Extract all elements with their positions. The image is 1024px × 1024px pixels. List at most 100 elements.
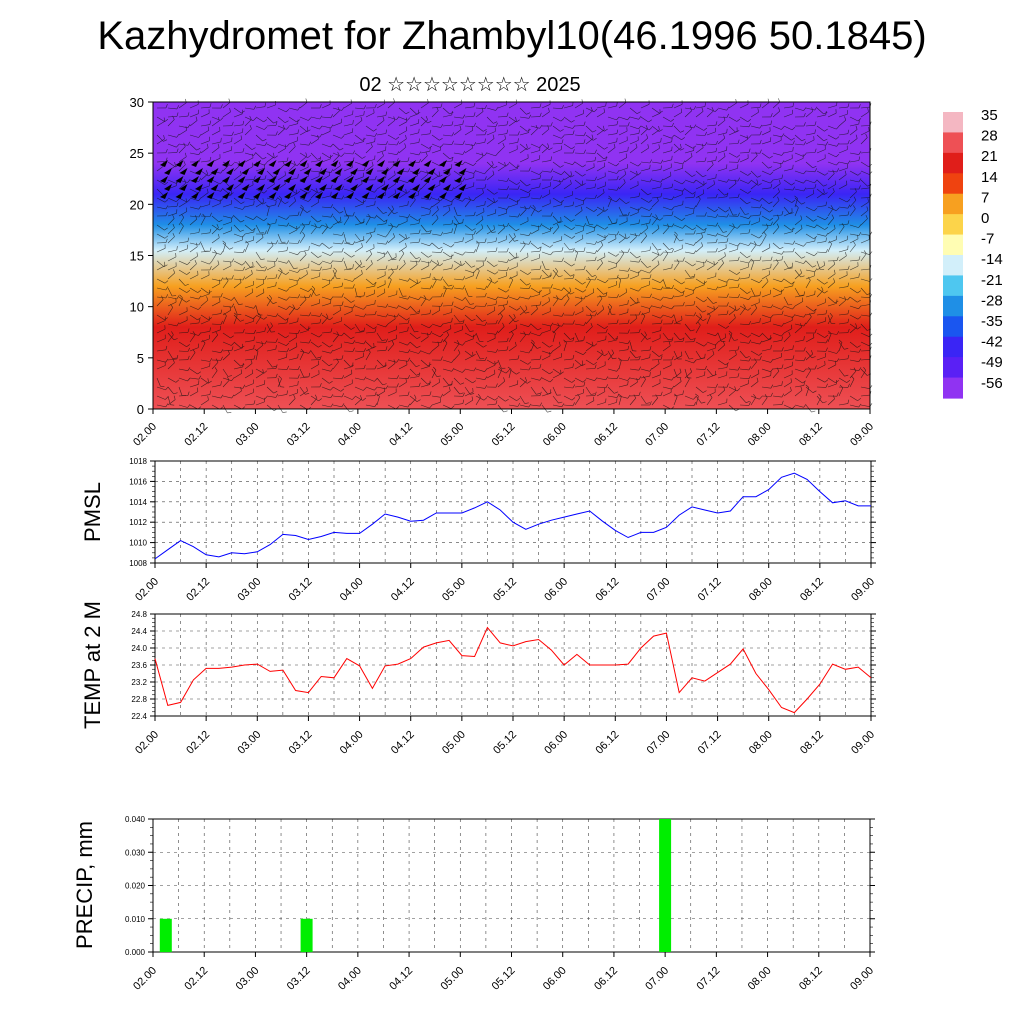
wind-barb-flag (571, 397, 576, 401)
wind-barb-flag (649, 218, 651, 223)
wind-barb-flag (319, 383, 322, 388)
wind-barb (167, 107, 178, 110)
wind-barb-flag (484, 176, 487, 181)
wind-barb-flag (811, 356, 816, 359)
wind-barb (541, 350, 551, 355)
wind-barb-flag (589, 313, 593, 318)
wind-barb (596, 112, 605, 118)
wind-barb (189, 391, 199, 397)
wind-barb-flag (473, 211, 476, 216)
wind-barb-flag (275, 274, 278, 279)
wind-barb (497, 224, 507, 227)
wind-barb-flag (198, 158, 201, 163)
wind-barb (310, 302, 320, 307)
wind-barb (321, 175, 330, 181)
wind-barb-flag (582, 281, 586, 285)
wind-barb (695, 111, 704, 118)
wind-barb (849, 259, 860, 262)
wind-barb (607, 170, 617, 174)
wind-barb-flag (296, 191, 301, 194)
wind-barb (552, 333, 556, 343)
wind-barb (673, 248, 683, 253)
wind-barb-flag (603, 156, 608, 160)
wind-barb (618, 102, 627, 109)
wind-barb-flag (558, 401, 563, 404)
jet-flag (164, 184, 172, 191)
wind-barb-flag (803, 122, 806, 127)
wind-barb-flag (195, 116, 198, 121)
wind-barb-flag (341, 195, 345, 200)
wind-barb (431, 106, 442, 109)
wind-barb-flag (270, 322, 273, 327)
wind-barb-flag (803, 112, 806, 117)
wind-barb (409, 296, 419, 300)
wind-barb (431, 382, 440, 388)
wind-barb (453, 123, 463, 127)
wind-barb (585, 107, 595, 113)
wind-barb-flag (548, 147, 553, 150)
wind-barb-flag (781, 393, 785, 398)
wind-barb-flag (484, 257, 487, 262)
wind-barb-flag (392, 233, 395, 238)
precip-bar (159, 918, 172, 953)
wind-barb (574, 392, 584, 397)
wind-barb-flag (756, 377, 759, 382)
wind-barb (354, 222, 364, 226)
wind-barb (706, 347, 716, 352)
x-tick-label: 08.00 (747, 576, 775, 604)
wind-barb (310, 364, 319, 370)
wind-barb-flag (527, 271, 532, 275)
colorbar-swatch (943, 255, 963, 277)
wind-barb-flag (429, 404, 433, 409)
wind-barb (189, 384, 199, 388)
wind-barb (255, 260, 263, 269)
wind-barb (409, 341, 417, 349)
wind-barb (178, 341, 187, 348)
wind-barb (497, 369, 502, 379)
wind-barb (365, 197, 375, 200)
wind-barb (321, 368, 331, 372)
wind-barb (222, 230, 232, 235)
wind-barb (607, 238, 617, 244)
wind-barb (618, 253, 625, 262)
wind-barb (178, 332, 189, 334)
wind-barb-flag (304, 295, 307, 300)
wind-barb (464, 115, 475, 118)
wind-barb-flag (583, 132, 586, 136)
wind-barb-flag (516, 252, 518, 257)
wind-barb (233, 113, 243, 118)
wind-barb (321, 251, 331, 256)
wind-barb-flag (238, 303, 243, 305)
wind-barb (574, 359, 583, 367)
wind-barb (673, 215, 682, 221)
wind-barb (299, 351, 305, 361)
wind-barb (244, 265, 254, 271)
wind-barb (772, 191, 780, 199)
wind-barb (244, 231, 254, 235)
wind-barb (167, 116, 178, 118)
wind-barb (849, 314, 859, 320)
wind-barb (728, 224, 738, 229)
wind-barb (266, 222, 276, 226)
wind-barb-flag (825, 141, 829, 146)
wind-barb-flag (627, 356, 630, 361)
wind-barb (585, 386, 592, 395)
wind-barb-flag (330, 264, 332, 269)
wind-barb (453, 341, 463, 346)
wind-barb-flag (396, 304, 400, 309)
wind-barb-flag (538, 171, 543, 175)
wind-barb (453, 116, 463, 119)
wind-barb-flag (437, 260, 439, 265)
wind-barb-flag (513, 313, 516, 318)
wind-barb (805, 179, 815, 184)
wind-barb (255, 395, 265, 400)
wind-barb (816, 205, 826, 208)
wind-barb (299, 166, 309, 172)
wind-barb (354, 197, 363, 204)
wind-barb-flag (824, 334, 829, 338)
wind-barb (541, 355, 551, 361)
wind-barb-flag (242, 362, 244, 367)
wind-barb (772, 101, 780, 109)
wind-barb-flag (253, 175, 256, 180)
x-tick-label: 03.00 (234, 421, 262, 449)
